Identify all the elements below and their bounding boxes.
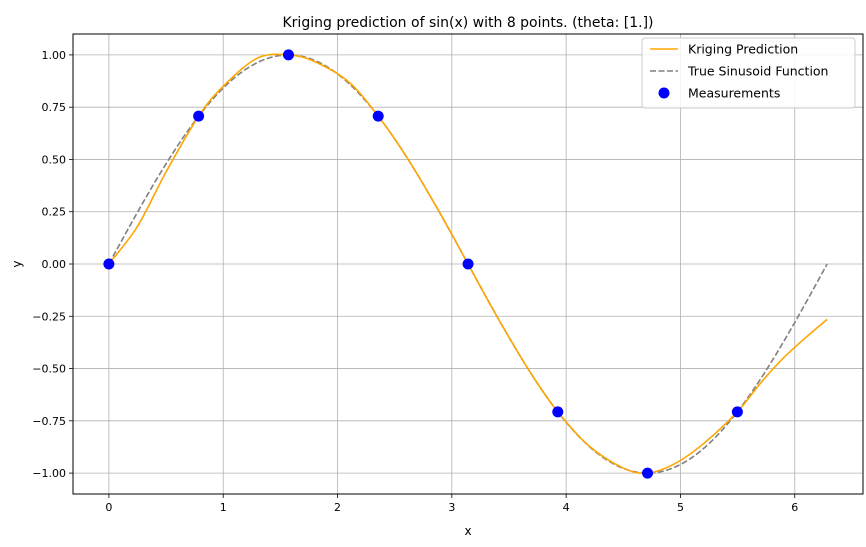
legend-label-measurements: Measurements (688, 86, 780, 101)
y-tick-label: 0.00 (42, 258, 67, 271)
measurement-point (552, 406, 564, 418)
y-tick-label: −0.75 (32, 415, 66, 428)
x-tick-label: 2 (334, 501, 341, 514)
axis-ticks: 0 1 2 3 4 5 6 −1.00 −0.75 −0.50 −0.25 0.00 0.25 0.50 0… (32, 49, 798, 514)
measurement-point (193, 110, 205, 122)
measurement-point (462, 258, 474, 270)
kriging-prediction-line (108, 53, 828, 475)
y-tick-label: 0.75 (42, 101, 67, 114)
plot-series (103, 49, 828, 479)
measurement-point (642, 467, 654, 479)
x-tick-label: 3 (448, 501, 455, 514)
chart-title: Kriging prediction of sin(x) with 8 poin… (283, 15, 654, 31)
y-axis-label: y (10, 260, 24, 267)
measurement-point (731, 406, 743, 418)
legend-box (641, 37, 856, 109)
y-tick-label: 0.50 (42, 153, 67, 166)
measurement-point (372, 110, 384, 122)
x-axis-label: x (464, 524, 471, 538)
grid (73, 34, 863, 494)
x-tick-label: 6 (791, 501, 798, 514)
y-tick-label: −0.25 (32, 310, 66, 323)
measurement-point (103, 258, 115, 270)
y-tick-label: 1.00 (42, 49, 67, 62)
y-tick-label: 0.25 (42, 206, 67, 219)
legend: Kriging Prediction True Sinusoid Functio… (641, 37, 856, 109)
x-tick-label: 0 (105, 501, 112, 514)
y-tick-label: −0.50 (32, 363, 66, 376)
legend-label-true: True Sinusoid Function (687, 64, 829, 79)
legend-swatch-measurements (658, 87, 670, 99)
measurement-point (282, 49, 294, 61)
x-tick-label: 1 (220, 501, 227, 514)
legend-label-kriging: Kriging Prediction (688, 42, 798, 57)
x-tick-label: 5 (677, 501, 684, 514)
x-tick-label: 4 (563, 501, 570, 514)
plot-frame (72, 33, 864, 495)
y-tick-label: −1.00 (32, 467, 66, 480)
